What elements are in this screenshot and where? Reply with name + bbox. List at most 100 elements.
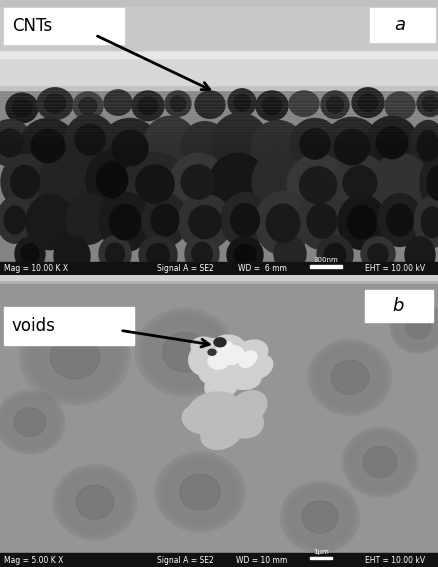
Ellipse shape [290,119,339,169]
Ellipse shape [4,206,26,234]
Ellipse shape [31,129,65,163]
Ellipse shape [140,313,230,392]
Ellipse shape [416,91,438,116]
Ellipse shape [251,153,303,211]
Ellipse shape [109,204,140,240]
Ellipse shape [64,473,126,531]
Ellipse shape [54,236,90,276]
Ellipse shape [306,204,336,238]
Ellipse shape [75,124,105,155]
Bar [0,147,438,150]
Ellipse shape [201,415,243,450]
Ellipse shape [144,116,195,169]
Ellipse shape [320,350,378,404]
Ellipse shape [57,468,133,536]
Ellipse shape [347,433,411,492]
Ellipse shape [353,438,406,486]
Ellipse shape [6,400,54,445]
Ellipse shape [311,343,387,412]
Ellipse shape [123,153,187,216]
Bar [0,263,438,275]
Ellipse shape [341,427,417,497]
Ellipse shape [297,193,346,249]
Ellipse shape [351,436,408,488]
Ellipse shape [286,154,348,216]
Ellipse shape [369,153,429,219]
Ellipse shape [367,244,387,264]
Ellipse shape [0,129,23,156]
Ellipse shape [357,94,377,112]
Bar [0,7,438,50]
Ellipse shape [194,91,225,119]
Ellipse shape [138,97,157,115]
Ellipse shape [330,360,368,394]
Ellipse shape [139,236,177,274]
Bar [0,141,438,144]
Ellipse shape [251,121,304,176]
Ellipse shape [283,485,355,549]
Bar [0,87,438,90]
Ellipse shape [2,397,58,448]
Ellipse shape [28,316,121,398]
Ellipse shape [147,319,222,385]
Ellipse shape [309,341,389,413]
Ellipse shape [281,483,357,551]
Ellipse shape [166,462,233,522]
Ellipse shape [179,474,220,510]
Ellipse shape [421,96,437,111]
Bar [0,144,438,147]
Ellipse shape [322,117,380,177]
Ellipse shape [0,395,60,450]
Ellipse shape [337,194,385,249]
Ellipse shape [208,153,267,219]
Ellipse shape [14,408,46,437]
Bar [0,131,438,134]
Ellipse shape [331,154,387,211]
Ellipse shape [15,237,45,271]
Ellipse shape [0,393,61,451]
Ellipse shape [233,244,255,266]
Ellipse shape [420,207,438,238]
Ellipse shape [65,114,115,165]
Ellipse shape [285,486,353,548]
Ellipse shape [392,304,438,350]
Ellipse shape [145,317,225,387]
Ellipse shape [426,166,438,200]
Ellipse shape [214,355,261,390]
Text: a: a [394,16,405,35]
Bar [364,290,432,322]
Ellipse shape [254,192,310,255]
Ellipse shape [73,92,103,120]
Bar [0,106,438,109]
Ellipse shape [182,405,217,434]
Ellipse shape [79,98,97,114]
Ellipse shape [343,166,376,200]
Ellipse shape [23,312,127,403]
Ellipse shape [165,91,191,116]
Ellipse shape [55,466,134,538]
Ellipse shape [191,243,212,265]
Bar [0,115,438,119]
Ellipse shape [170,466,229,518]
Ellipse shape [0,197,33,243]
Ellipse shape [188,206,221,239]
Ellipse shape [168,464,231,520]
Text: Signal A = SE2: Signal A = SE2 [156,556,213,565]
Ellipse shape [247,356,272,379]
Ellipse shape [191,337,219,357]
Ellipse shape [262,97,281,115]
Ellipse shape [398,309,437,345]
Ellipse shape [316,236,352,274]
Ellipse shape [0,390,65,454]
Bar [0,0,438,90]
Ellipse shape [395,307,438,348]
Ellipse shape [208,349,215,356]
Text: Signal A = SE2: Signal A = SE2 [156,264,213,273]
Text: Mag = 5.00 K X: Mag = 5.00 K X [4,556,63,565]
Ellipse shape [288,91,318,116]
Ellipse shape [132,91,164,121]
Ellipse shape [265,204,299,242]
Ellipse shape [320,91,348,119]
Ellipse shape [351,88,383,117]
Bar [0,128,438,131]
